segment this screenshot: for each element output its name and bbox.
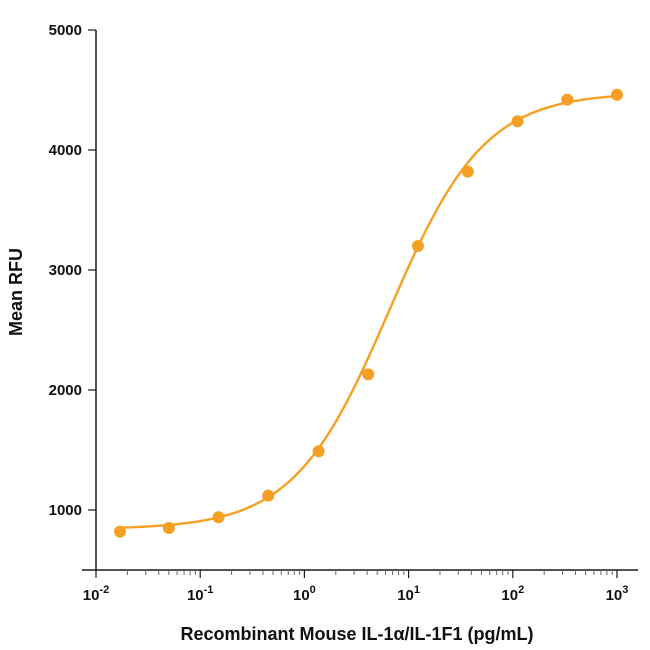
y-tick-label: 4000 bbox=[49, 142, 82, 159]
x-tick-label: 10-2 bbox=[83, 584, 109, 604]
data-point bbox=[611, 88, 623, 101]
data-points bbox=[114, 88, 623, 538]
data-point bbox=[561, 93, 574, 106]
axes bbox=[82, 30, 638, 571]
y-tick-label: 5000 bbox=[49, 22, 82, 39]
x-tick-label: 103 bbox=[606, 584, 629, 604]
x-tick-label: 100 bbox=[293, 584, 316, 604]
y-tick-label: 2000 bbox=[49, 382, 82, 399]
data-point bbox=[114, 525, 127, 538]
y-axis-title: Mean RFU bbox=[6, 248, 26, 336]
data-point bbox=[212, 511, 225, 524]
y-tick-label: 1000 bbox=[49, 502, 82, 519]
data-point bbox=[162, 522, 175, 534]
x-tick-label: 10-1 bbox=[187, 584, 213, 604]
y-tick-label: 3000 bbox=[49, 262, 82, 279]
x-axis-title: Recombinant Mouse IL-1α/IL-1F1 (pg/mL) bbox=[180, 624, 533, 644]
data-point bbox=[362, 368, 375, 381]
data-point bbox=[411, 240, 424, 252]
axis-ticks: 1000 2000 3000 4000 5000 10-2 10-1 100 101 102 103 bbox=[49, 22, 629, 604]
fit-curve bbox=[117, 94, 618, 529]
data-point bbox=[511, 115, 524, 128]
x-tick-label: 101 bbox=[397, 584, 420, 604]
data-point bbox=[312, 445, 325, 458]
fit-curve-layer bbox=[117, 94, 618, 529]
data-point bbox=[262, 489, 275, 502]
x-tick-label: 102 bbox=[501, 584, 524, 604]
data-point bbox=[461, 165, 474, 178]
